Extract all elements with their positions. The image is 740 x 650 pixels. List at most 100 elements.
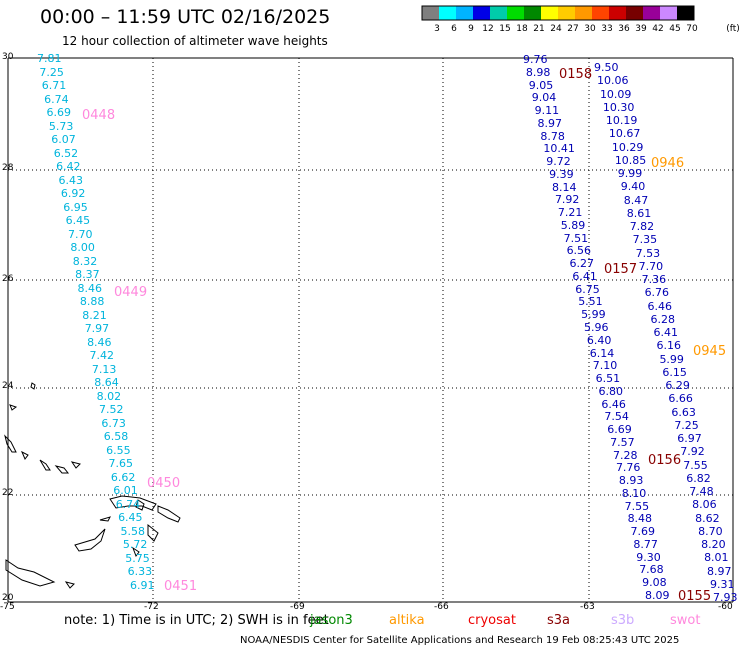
color-swatch [677,6,694,20]
island-outline [30,382,36,390]
wave-height-value: 6.76 [644,286,670,300]
wave-height-value: 7.48 [689,485,714,498]
wave-height-value: 9.11 [534,104,560,118]
wave-height-value: 8.93 [618,474,644,488]
wave-height-value: 5.58 [120,524,145,538]
wave-height-value: 7.13 [91,362,117,376]
wave-height-value: 8.98 [525,65,551,79]
lat-label: 20 [2,593,14,603]
pass-time-label: 0155 [678,589,712,604]
color-scale-tick-label: 70 [686,24,698,34]
pass-time-label: 0945 [693,344,727,359]
wave-height-value: 7.55 [624,499,650,513]
wave-height-value: 8.97 [707,564,732,578]
wave-height-value: 7.53 [635,246,661,260]
wave-height-value: 8.02 [96,389,122,403]
wave-height-value: 6.27 [569,257,594,271]
wave-height-value: 7.28 [613,448,638,462]
wave-height-value: 5.89 [560,218,586,232]
wave-height-value: 6.41 [653,326,679,339]
wave-height-value: 6.73 [101,416,126,430]
color-swatch [507,6,524,20]
wave-height-value: 5.73 [48,119,74,133]
pass-time-label: 0450 [147,476,181,491]
wave-height-value: 6.97 [677,432,702,445]
wave-height-value: 8.70 [698,524,723,538]
wave-height-value: 6.14 [589,346,615,360]
island-coastlines [4,382,181,589]
wave-height-value: 6.40 [586,333,612,347]
lat-label: 28 [2,163,14,173]
wave-height-value: 6.58 [103,430,129,444]
wave-height-value: 8.78 [540,129,565,143]
wave-height-value: 9.08 [642,576,667,590]
wave-height-value: 9.72 [546,155,571,169]
wave-height-value: 10.67 [608,127,641,141]
wave-height-value: 6.42 [56,160,81,174]
map-border [7,57,734,603]
wave-height-value: 5.75 [125,551,150,565]
satellite-legend-item: cryosat [468,613,516,628]
color-scale-tick-label: 45 [669,24,680,34]
wave-height-value: 9.05 [528,78,554,92]
island-outline [54,465,70,474]
wave-height-value: 7.25 [39,65,64,79]
pass-time-label: 0448 [82,108,116,123]
wave-height-value: 8.64 [94,376,119,390]
footer-credit: NOAA/NESDIS Center for Satellite Applica… [240,635,680,646]
color-swatch [541,6,558,20]
pass-time-label: 0946 [651,156,685,171]
wave-height-value: 9.40 [620,180,646,194]
lon-label: -72 [144,602,159,612]
color-swatch [575,6,592,20]
wave-height-value: 7.36 [641,273,667,286]
color-scale-unit: (ft) [726,24,740,34]
color-scale-tick-label: 36 [618,24,630,34]
wave-height-value: 6.91 [130,579,155,592]
island-outline [21,450,29,460]
wave-height-value: 7.25 [674,418,699,432]
island-outline [135,499,145,511]
wave-height-value: 7.52 [99,403,124,417]
wave-height-value: 8.37 [75,268,100,282]
island-outline [147,523,159,542]
pass-time-label: 0449 [114,285,148,300]
wave-height-value: 5.99 [581,308,606,322]
color-swatch [660,6,677,20]
wave-height-value: 6.16 [656,339,681,353]
satellite-legend-item: altika [389,613,425,628]
wave-height-value: 6.33 [127,565,153,579]
wave-height-value: 6.29 [665,379,690,392]
color-swatch [643,6,660,20]
wave-height-value: 7.57 [610,435,635,449]
island-outline [109,495,157,511]
wave-height-value: 9.04 [531,91,557,105]
wave-height-value: 6.69 [46,106,72,120]
pass-time-label: 0156 [648,453,682,468]
wave-height-value: 7.70 [68,227,93,241]
wave-height-value: 7.76 [615,461,641,475]
wave-height-value: 6.52 [53,146,79,160]
wave-height-value: 6.01 [113,484,138,498]
lat-label: 22 [2,488,14,498]
wave-height-value: 6.51 [595,372,621,386]
wave-height-value: 6.15 [662,365,687,379]
wave-height-value: 7.92 [554,193,580,207]
wave-height-value: 6.56 [566,244,592,258]
wave-height-value: 7.97 [84,322,110,336]
wave-height-value: 9.50 [594,61,619,74]
wave-height-value: 6.71 [41,79,67,93]
wave-height-value: 8.01 [704,551,729,565]
wave-height-value: 6.82 [686,471,711,485]
color-swatch [422,6,439,20]
island-outline [70,461,81,469]
satellite-legend-item: s3a [547,613,571,628]
island-outline [99,516,111,522]
wave-height-value: 8.14 [552,180,577,194]
island-outline [131,546,140,558]
color-scale-tick-label: 30 [584,24,596,34]
color-scale-tick-label: 6 [451,24,457,34]
wave-height-value: 6.69 [607,423,632,437]
island-outline [5,559,56,587]
